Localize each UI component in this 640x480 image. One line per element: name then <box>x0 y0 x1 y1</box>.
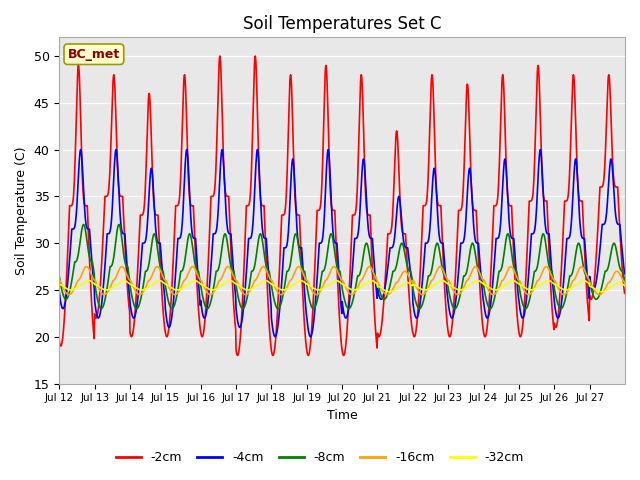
-2cm <box>476 285 484 290</box>
-32cm <box>144 285 152 290</box>
-16cm <box>328 266 335 272</box>
-32cm <box>56 281 63 287</box>
-2cm <box>328 205 335 211</box>
-4cm <box>77 147 84 153</box>
-8cm <box>80 222 88 228</box>
-8cm <box>145 264 152 269</box>
Legend: -2cm, -4cm, -8cm, -16cm, -32cm: -2cm, -4cm, -8cm, -16cm, -32cm <box>111 446 529 469</box>
-8cm <box>559 304 566 310</box>
-32cm <box>317 287 324 292</box>
-32cm <box>328 280 335 286</box>
-2cm <box>234 353 241 359</box>
-8cm <box>56 273 63 279</box>
-4cm <box>328 211 335 216</box>
-16cm <box>621 280 628 286</box>
-16cm <box>65 292 73 298</box>
-8cm <box>317 276 325 281</box>
-32cm <box>621 283 628 288</box>
-16cm <box>317 287 325 293</box>
Line: -2cm: -2cm <box>60 56 625 356</box>
-16cm <box>145 278 152 284</box>
-4cm <box>621 271 628 276</box>
-4cm <box>614 221 622 227</box>
-2cm <box>621 290 628 296</box>
-16cm <box>476 271 484 276</box>
Line: -16cm: -16cm <box>60 266 625 295</box>
-2cm <box>56 338 63 344</box>
-4cm <box>476 260 484 265</box>
-8cm <box>476 273 484 278</box>
-8cm <box>621 277 628 283</box>
Line: -4cm: -4cm <box>60 150 625 337</box>
X-axis label: Time: Time <box>327 409 358 422</box>
-32cm <box>559 286 566 292</box>
-16cm <box>83 264 90 269</box>
-8cm <box>97 306 105 312</box>
-2cm <box>559 239 566 244</box>
Line: -8cm: -8cm <box>60 225 625 309</box>
-32cm <box>476 278 484 284</box>
-16cm <box>559 291 566 297</box>
-32cm <box>85 278 93 284</box>
-4cm <box>271 334 279 340</box>
Line: -32cm: -32cm <box>60 281 625 292</box>
-8cm <box>328 232 335 238</box>
-4cm <box>559 288 566 294</box>
-32cm <box>385 289 393 295</box>
-16cm <box>56 277 63 283</box>
-4cm <box>144 211 152 216</box>
-2cm <box>144 113 152 119</box>
-2cm <box>317 196 325 202</box>
-4cm <box>317 240 325 246</box>
Y-axis label: Soil Temperature (C): Soil Temperature (C) <box>15 146 28 275</box>
-2cm <box>216 53 224 59</box>
-32cm <box>614 280 622 286</box>
-4cm <box>56 289 63 295</box>
-8cm <box>614 256 622 262</box>
-2cm <box>614 192 622 197</box>
Title: Soil Temperatures Set C: Soil Temperatures Set C <box>243 15 442 33</box>
Text: BC_met: BC_met <box>68 48 120 60</box>
-16cm <box>614 269 622 275</box>
